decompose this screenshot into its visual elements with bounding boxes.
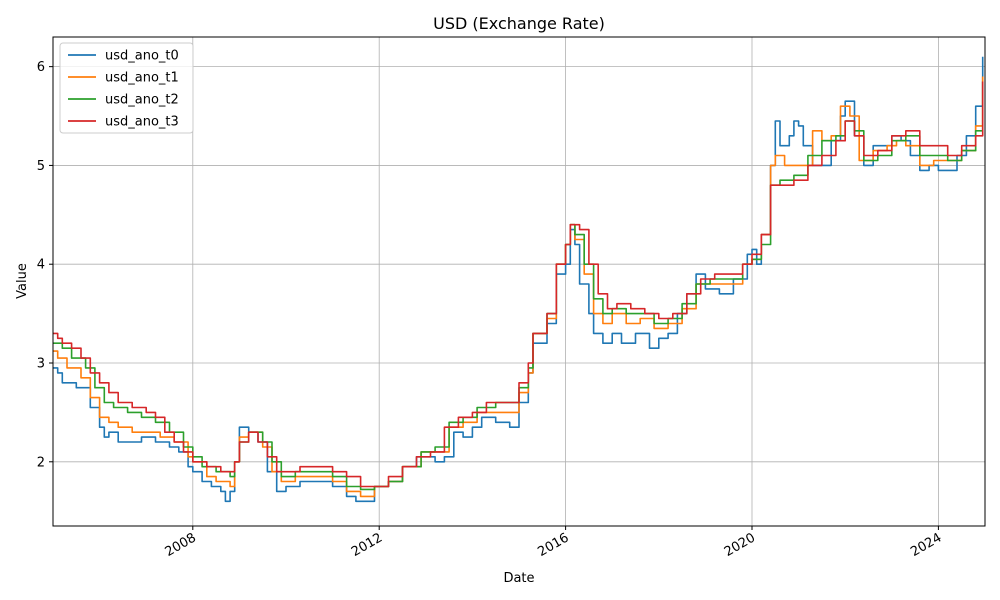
series-line-usd-ano-t3 bbox=[53, 81, 984, 488]
legend-box bbox=[59, 42, 194, 134]
legend: usd_ano_t0 usd_ano_t1 usd_ano_t2 usd_ano_t3 bbox=[59, 42, 194, 134]
x-tick-label: 2012 bbox=[349, 530, 385, 560]
axis-ticks: 2008 2012 2016 2020 2024 2 3 4 5 6 bbox=[37, 60, 945, 560]
plot-area-frame bbox=[52, 36, 986, 527]
legend-label: usd_ano_t2 bbox=[105, 93, 179, 108]
y-tick-label: 2 bbox=[37, 455, 45, 470]
x-tick-label: 2008 bbox=[163, 530, 199, 560]
y-tick-label: 4 bbox=[37, 258, 45, 273]
legend-label: usd_ano_t3 bbox=[105, 115, 179, 130]
y-tick-label: 6 bbox=[37, 60, 45, 75]
x-tick-label: 2016 bbox=[535, 530, 571, 560]
x-tick-label: 2020 bbox=[722, 530, 758, 560]
y-axis-title: Value bbox=[15, 263, 30, 299]
y-tick-label: 5 bbox=[37, 159, 45, 174]
x-tick-label: 2024 bbox=[908, 530, 944, 560]
series-layer bbox=[53, 56, 984, 503]
chart-title: USD (Exchange Rate) bbox=[433, 14, 605, 33]
legend-label: usd_ano_t1 bbox=[105, 71, 179, 86]
legend-label: usd_ano_t0 bbox=[105, 49, 179, 64]
y-tick-label: 3 bbox=[37, 357, 45, 372]
series-line-usd-ano-t2 bbox=[53, 81, 984, 491]
x-axis-title: Date bbox=[503, 571, 534, 586]
